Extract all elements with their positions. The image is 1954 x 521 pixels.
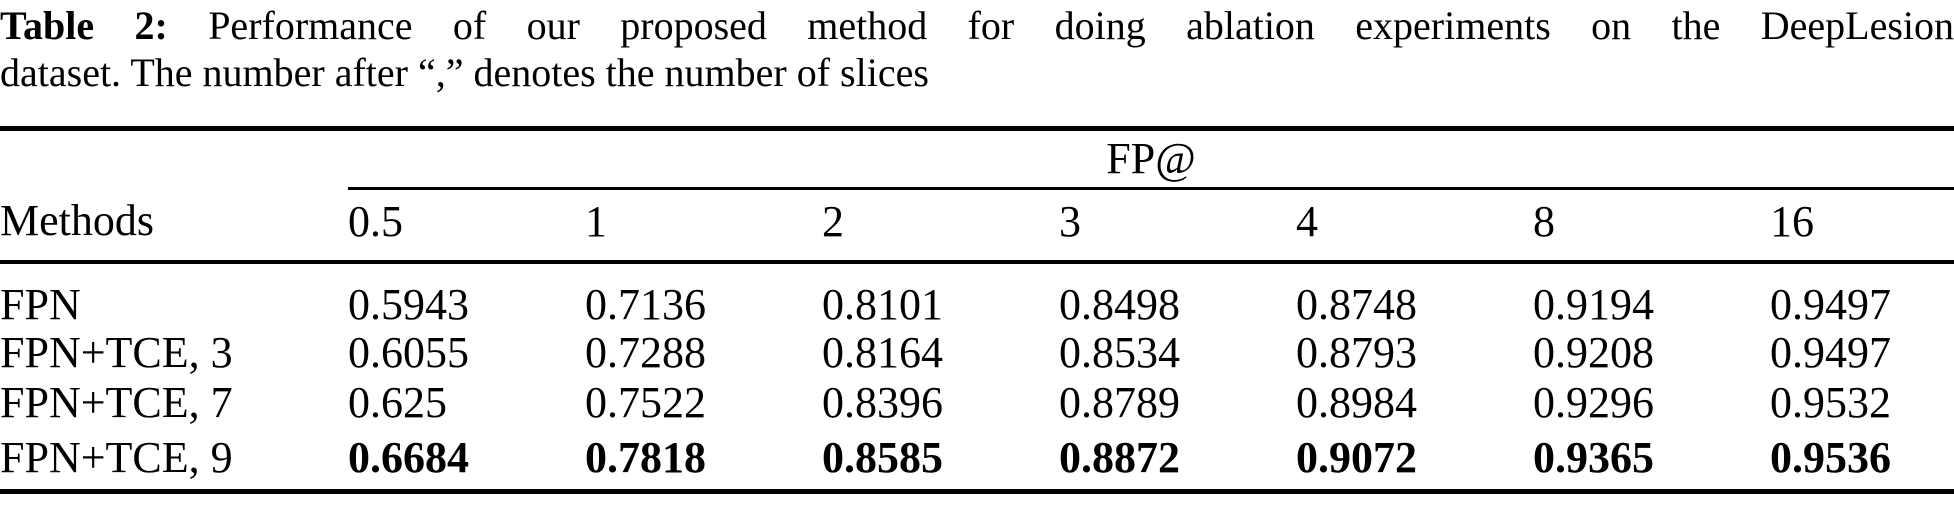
metric-value: 0.8396 — [822, 377, 943, 427]
metric-value: 0.9296 — [1533, 377, 1654, 427]
metric-value: 0.6684 — [348, 427, 585, 494]
metric-value: 0.8101 — [822, 279, 943, 329]
fp-column-header: 1 — [585, 188, 822, 264]
group-header-empty-cell — [0, 126, 348, 189]
metric-value: 0.9208 — [1533, 327, 1654, 377]
column-header-row: Methods 0.5 1 2 3 4 8 16 — [0, 188, 1954, 264]
metric-value: 0.9497 — [1770, 327, 1891, 377]
metric-value: 0.625 — [348, 377, 447, 427]
metric-value: 0.7136 — [585, 279, 706, 329]
metric-value: 0.8748 — [1296, 279, 1417, 329]
table-caption: Table 2: Performance of our proposed met… — [0, 2, 1954, 96]
metric-value: 0.9536 — [1770, 427, 1954, 494]
metric-value: 0.8872 — [1059, 427, 1296, 494]
metric-value: 0.6055 — [348, 327, 469, 377]
method-name: FPN — [0, 279, 81, 329]
method-name: FPN+TCE, 3 — [0, 327, 233, 377]
method-name: FPN+TCE, 7 — [0, 377, 233, 427]
metric-value: 0.9072 — [1296, 427, 1533, 494]
metric-value: 0.7818 — [585, 427, 822, 494]
fp-group-header: FP@ — [348, 126, 1954, 190]
fp-column-header: 8 — [1533, 188, 1770, 264]
fp-column-header: 3 — [1059, 188, 1296, 264]
metric-value: 0.8789 — [1059, 377, 1180, 427]
fp-column-header: 16 — [1770, 188, 1954, 264]
metric-value: 0.7522 — [585, 377, 706, 427]
metric-value: 0.7288 — [585, 327, 706, 377]
table-row-fpn-tce-7: FPN+TCE, 7 0.625 0.7522 0.8396 0.8789 0.… — [0, 378, 1954, 428]
caption-line-1: Table 2: Performance of our proposed met… — [0, 2, 1954, 49]
fp-column-header: 0.5 — [348, 188, 585, 264]
metric-value: 0.9497 — [1770, 279, 1891, 329]
group-header-row: FP@ — [0, 126, 1954, 190]
metric-value: 0.8164 — [822, 327, 943, 377]
metric-value: 0.9532 — [1770, 377, 1891, 427]
table-row-fpn: FPN 0.5943 0.7136 0.8101 0.8498 0.8748 0… — [0, 262, 1954, 328]
table-row-fpn-tce-3: FPN+TCE, 3 0.6055 0.7288 0.8164 0.8534 0… — [0, 328, 1954, 378]
method-name: FPN+TCE, 9 — [0, 427, 348, 494]
metric-value: 0.8534 — [1059, 327, 1180, 377]
metric-value: 0.8793 — [1296, 327, 1417, 377]
caption-text-line1: Performance of our proposed method for d… — [208, 3, 1954, 48]
metric-value: 0.5943 — [348, 279, 469, 329]
table-row-fpn-tce-9: FPN+TCE, 9 0.6684 0.7818 0.8585 0.8872 0… — [0, 427, 1954, 494]
results-table: FP@ Methods 0.5 1 2 3 4 8 16 FPN 0.5943 … — [0, 126, 1954, 494]
caption-text-line2: dataset. The number after “,” denotes th… — [0, 50, 929, 95]
caption-table-label: Table 2: — [0, 3, 168, 48]
fp-column-header: 2 — [822, 188, 1059, 264]
metric-value: 0.8498 — [1059, 279, 1180, 329]
metric-value: 0.9194 — [1533, 279, 1654, 329]
methods-column-header: Methods — [0, 188, 348, 264]
metric-value: 0.8585 — [822, 427, 1059, 494]
metric-value: 0.8984 — [1296, 377, 1417, 427]
fp-column-header: 4 — [1296, 188, 1533, 264]
metric-value: 0.9365 — [1533, 427, 1770, 494]
